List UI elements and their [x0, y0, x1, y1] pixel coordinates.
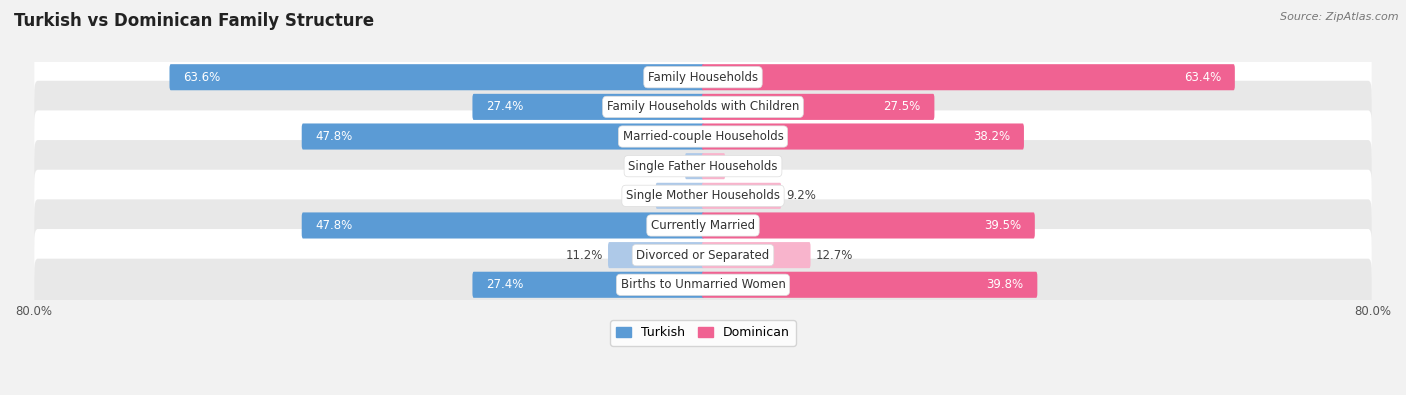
Text: 11.2%: 11.2% [565, 248, 603, 261]
Text: Currently Married: Currently Married [651, 219, 755, 232]
Text: 63.4%: 63.4% [1184, 71, 1220, 84]
Text: Single Mother Households: Single Mother Households [626, 189, 780, 202]
Text: Source: ZipAtlas.com: Source: ZipAtlas.com [1281, 12, 1399, 22]
FancyBboxPatch shape [34, 259, 1372, 311]
Text: 39.5%: 39.5% [984, 219, 1021, 232]
Text: Family Households: Family Households [648, 71, 758, 84]
FancyBboxPatch shape [655, 183, 704, 209]
FancyBboxPatch shape [607, 242, 704, 268]
FancyBboxPatch shape [702, 242, 810, 268]
Text: Married-couple Households: Married-couple Households [623, 130, 783, 143]
FancyBboxPatch shape [702, 94, 935, 120]
Text: 2.5%: 2.5% [731, 160, 761, 173]
FancyBboxPatch shape [702, 64, 1234, 90]
Text: 38.2%: 38.2% [973, 130, 1010, 143]
FancyBboxPatch shape [34, 170, 1372, 222]
Text: 27.4%: 27.4% [486, 100, 523, 113]
FancyBboxPatch shape [34, 140, 1372, 192]
Text: Births to Unmarried Women: Births to Unmarried Women [620, 278, 786, 291]
Text: 27.5%: 27.5% [883, 100, 921, 113]
FancyBboxPatch shape [702, 183, 782, 209]
Text: 5.5%: 5.5% [620, 189, 651, 202]
Text: 2.0%: 2.0% [650, 160, 679, 173]
FancyBboxPatch shape [472, 94, 704, 120]
Text: 27.4%: 27.4% [486, 278, 523, 291]
Text: Turkish vs Dominican Family Structure: Turkish vs Dominican Family Structure [14, 12, 374, 30]
FancyBboxPatch shape [302, 213, 704, 239]
FancyBboxPatch shape [702, 153, 725, 179]
FancyBboxPatch shape [702, 272, 1038, 298]
Text: 63.6%: 63.6% [183, 71, 221, 84]
Text: 39.8%: 39.8% [987, 278, 1024, 291]
Text: Family Households with Children: Family Households with Children [607, 100, 799, 113]
Legend: Turkish, Dominican: Turkish, Dominican [610, 320, 796, 346]
Text: 47.8%: 47.8% [315, 130, 353, 143]
FancyBboxPatch shape [34, 81, 1372, 133]
Text: 12.7%: 12.7% [815, 248, 853, 261]
FancyBboxPatch shape [34, 51, 1372, 103]
Text: 47.8%: 47.8% [315, 219, 353, 232]
FancyBboxPatch shape [34, 229, 1372, 281]
FancyBboxPatch shape [302, 124, 704, 150]
FancyBboxPatch shape [702, 124, 1024, 150]
Text: Divorced or Separated: Divorced or Separated [637, 248, 769, 261]
FancyBboxPatch shape [34, 199, 1372, 252]
FancyBboxPatch shape [170, 64, 704, 90]
FancyBboxPatch shape [702, 213, 1035, 239]
FancyBboxPatch shape [472, 272, 704, 298]
FancyBboxPatch shape [34, 111, 1372, 163]
Text: 9.2%: 9.2% [787, 189, 817, 202]
FancyBboxPatch shape [685, 153, 704, 179]
Text: Single Father Households: Single Father Households [628, 160, 778, 173]
